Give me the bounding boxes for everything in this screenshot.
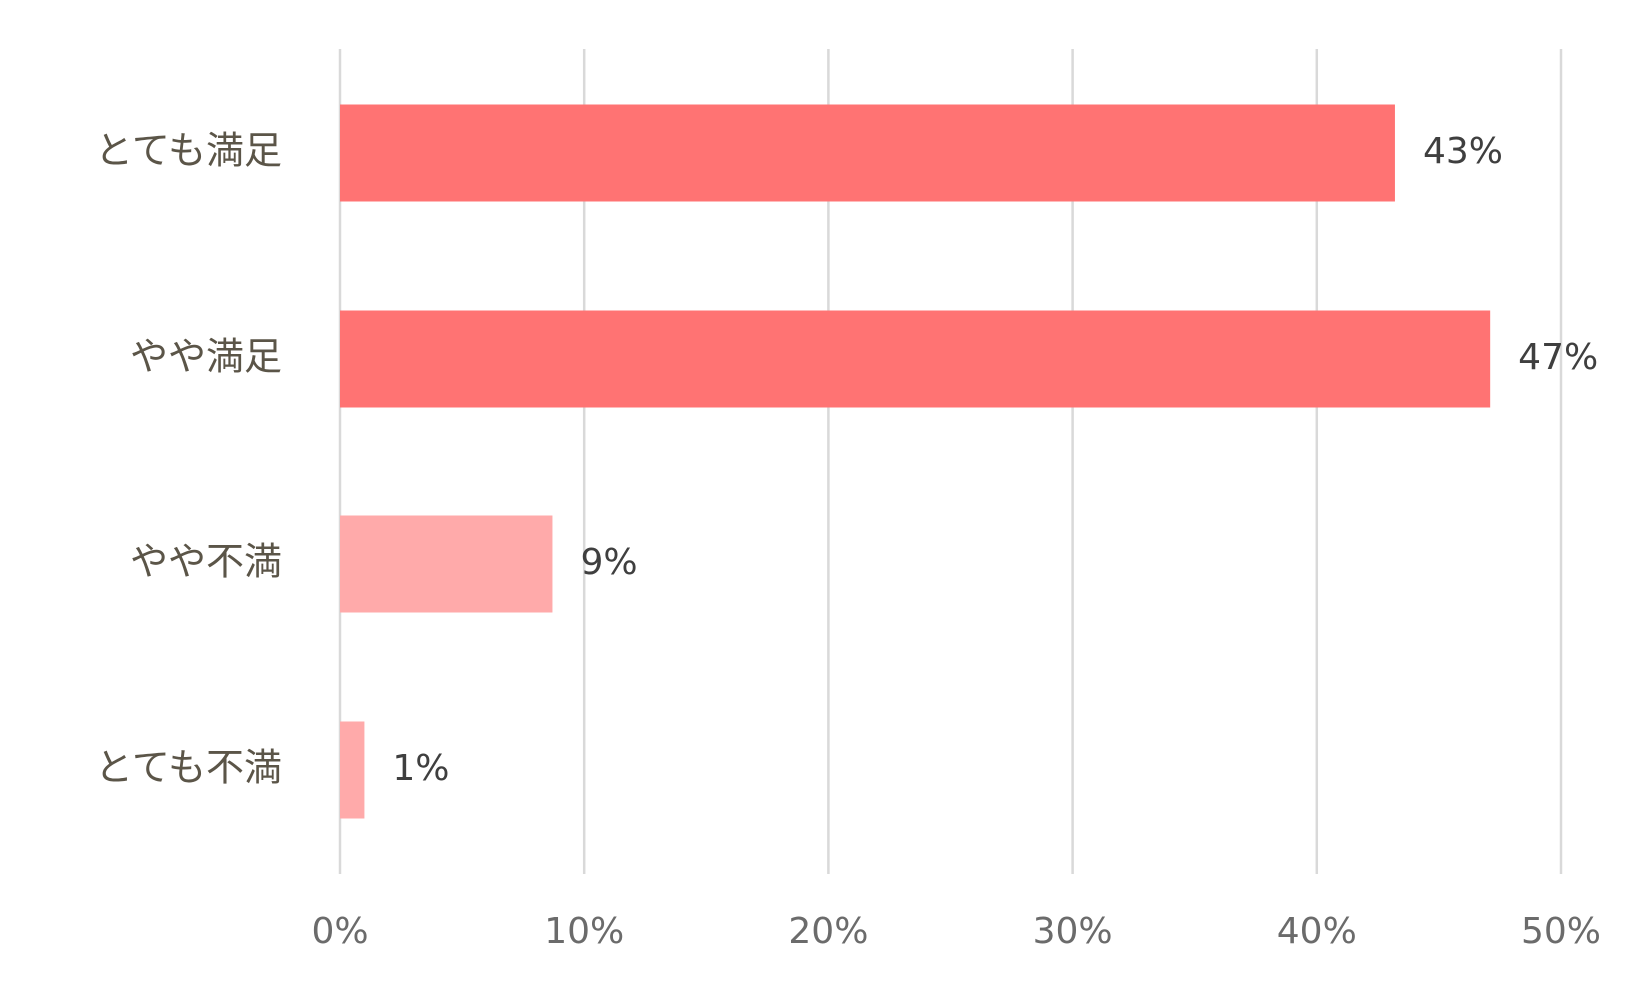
value-label: 1% xyxy=(392,748,449,789)
x-tick-label: 20% xyxy=(788,911,868,952)
x-tick-label: 30% xyxy=(1033,911,1113,952)
bar xyxy=(340,721,365,819)
value-label: 47% xyxy=(1518,337,1598,378)
x-tick-label: 50% xyxy=(1521,911,1601,952)
y-tick-label: とても満足 xyxy=(95,129,282,173)
y-tick-label: やや満足 xyxy=(130,335,282,379)
x-tick-label: 40% xyxy=(1277,911,1357,952)
y-tick-label: とても不満 xyxy=(95,746,282,790)
value-label: 9% xyxy=(580,542,637,583)
x-tick-label: 0% xyxy=(311,911,368,952)
x-tick-label: 10% xyxy=(544,911,624,952)
bar xyxy=(340,310,1491,408)
bar xyxy=(340,515,553,613)
value-label: 43% xyxy=(1423,131,1503,172)
y-tick-label: やや不満 xyxy=(130,540,282,584)
bar xyxy=(340,104,1395,202)
